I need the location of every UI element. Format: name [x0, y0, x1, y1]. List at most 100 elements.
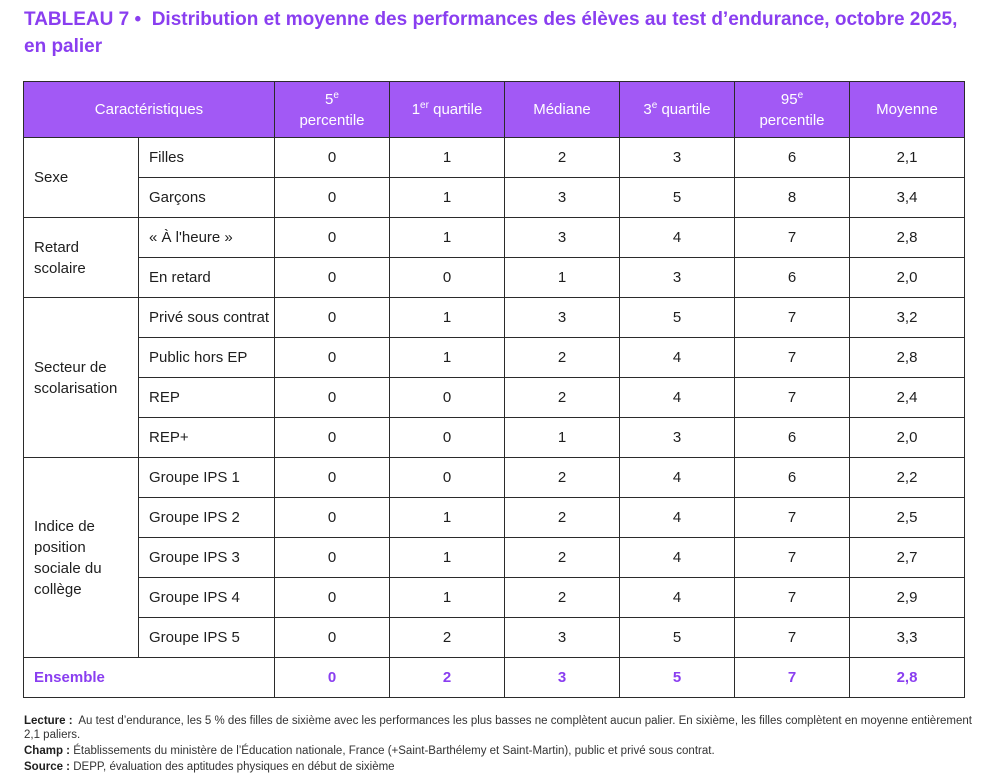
group-label: Secteur de scolarisation — [23, 297, 139, 458]
value-cell: 7 — [734, 217, 850, 258]
value-cell: 4 — [619, 337, 735, 378]
value-cell: 7 — [734, 537, 850, 578]
value-cell: 2,5 — [849, 497, 965, 538]
value-cell: 5 — [619, 297, 735, 338]
value-cell: 1 — [504, 417, 620, 458]
table-title-text: Distribution et moyenne des performances… — [24, 9, 958, 57]
value-cell: 2 — [504, 577, 620, 618]
table-row: Public hors EP 0 1 2 4 7 2,8 — [24, 337, 965, 378]
value-cell: 2 — [504, 137, 620, 178]
value-cell: 0 — [274, 137, 390, 178]
row-label: Groupe IPS 5 — [138, 617, 275, 658]
table-row: Groupe IPS 4 0 1 2 4 7 2,9 — [24, 577, 965, 618]
value-cell: 7 — [734, 577, 850, 618]
table-row: REP 0 0 2 4 7 2,4 — [24, 377, 965, 418]
value-cell: 3,4 — [849, 177, 965, 218]
value-cell: 2 — [504, 537, 620, 578]
value-cell: 0 — [274, 617, 390, 658]
value-cell: 3 — [619, 137, 735, 178]
value-cell: 1 — [389, 537, 505, 578]
header-q3: 3e quartile — [619, 81, 735, 138]
value-cell: 0 — [274, 537, 390, 578]
value-cell: 5 — [619, 617, 735, 658]
value-cell: 2,7 — [849, 537, 965, 578]
value-cell: 2 — [504, 377, 620, 418]
table-row: Garçons 0 1 3 5 8 3,4 — [24, 177, 965, 218]
header-p5: 5e percentile — [274, 81, 390, 138]
value-cell: 2,8 — [849, 337, 965, 378]
value-cell: 6 — [734, 457, 850, 498]
table-row: Secteur de scolarisation Privé sous contr… — [23, 297, 965, 458]
row-label: Groupe IPS 2 — [138, 497, 275, 538]
performance-table: Caractéristiques 5e percentile 1er quarti… — [23, 81, 965, 698]
row-label: « À l'heure » — [138, 217, 275, 258]
value-cell: 2 — [504, 337, 620, 378]
total-value-cell: 2,8 — [849, 657, 965, 698]
value-cell: 1 — [389, 217, 505, 258]
value-cell: 3 — [619, 417, 735, 458]
value-cell: 0 — [389, 257, 505, 298]
value-cell: 4 — [619, 497, 735, 538]
value-cell: 0 — [274, 297, 390, 338]
table-title: TABLEAU 7 • Distribution et moyenne des … — [24, 6, 974, 60]
total-label: Ensemble — [23, 657, 275, 698]
total-row: Ensemble 0 2 3 5 7 2,8 — [23, 657, 965, 698]
value-cell: 1 — [389, 337, 505, 378]
value-cell: 3 — [504, 297, 620, 338]
group-label: Indice de position sociale du collège — [23, 457, 139, 658]
group-label: Retard scolaire — [23, 217, 139, 298]
total-value-cell: 5 — [619, 657, 735, 698]
value-cell: 0 — [274, 177, 390, 218]
value-cell: 0 — [274, 457, 390, 498]
row-label: REP — [138, 377, 275, 418]
value-cell: 2,8 — [849, 217, 965, 258]
value-cell: 2 — [504, 497, 620, 538]
value-cell: 2 — [389, 617, 505, 658]
value-cell: 0 — [274, 377, 390, 418]
table-number: TABLEAU 7 • — [24, 9, 142, 30]
value-cell: 7 — [734, 337, 850, 378]
table-body: Sexe Filles 0 1 2 3 6 2,1 Garçons 0 1 3 5 8 3,4 Retard … — [23, 137, 965, 698]
table-row: En retard 0 0 1 3 6 2,0 — [24, 257, 965, 298]
row-label: Privé sous contrat — [138, 297, 275, 338]
note-lecture: Lecture : Au test d’endurance, les 5 % d… — [24, 715, 972, 741]
value-cell: 3 — [504, 617, 620, 658]
group-label: Sexe — [23, 137, 139, 218]
value-cell: 3 — [504, 217, 620, 258]
header-median: Médiane — [504, 81, 620, 138]
value-cell: 2,2 — [849, 457, 965, 498]
value-cell: 6 — [734, 417, 850, 458]
value-cell: 2,0 — [849, 417, 965, 458]
value-cell: 2,4 — [849, 377, 965, 418]
value-cell: 0 — [274, 497, 390, 538]
table-header: Caractéristiques 5e percentile 1er quarti… — [23, 81, 965, 138]
value-cell: 4 — [619, 377, 735, 418]
value-cell: 7 — [734, 497, 850, 538]
row-label: Groupe IPS 1 — [138, 457, 275, 498]
table-row: REP+ 0 0 1 3 6 2,0 — [24, 417, 965, 458]
header-q1: 1er quartile — [389, 81, 505, 138]
value-cell: 0 — [389, 457, 505, 498]
row-label: Groupe IPS 3 — [138, 537, 275, 578]
note-source: Source : DEPP, évaluation des aptitudes … — [24, 761, 395, 773]
row-label: Garçons — [138, 177, 275, 218]
table-row: Retard scolaire « À l'heure » 0 1 3 4 7 2,8 — [23, 217, 965, 298]
value-cell: 0 — [274, 577, 390, 618]
row-label: REP+ — [138, 417, 275, 458]
value-cell: 7 — [734, 297, 850, 338]
table-row: Groupe IPS 3 0 1 2 4 7 2,7 — [24, 537, 965, 578]
value-cell: 0 — [274, 217, 390, 258]
value-cell: 6 — [734, 257, 850, 298]
header-mean: Moyenne — [849, 81, 965, 138]
value-cell: 4 — [619, 457, 735, 498]
value-cell: 1 — [389, 497, 505, 538]
table-row: Groupe IPS 2 0 1 2 4 7 2,5 — [24, 497, 965, 538]
note-champ: Champ : Établissements du ministère de l… — [24, 745, 715, 757]
value-cell: 0 — [274, 257, 390, 298]
row-label: Public hors EP — [138, 337, 275, 378]
value-cell: 0 — [274, 337, 390, 378]
value-cell: 4 — [619, 577, 735, 618]
value-cell: 0 — [389, 377, 505, 418]
value-cell: 1 — [389, 577, 505, 618]
value-cell: 1 — [389, 177, 505, 218]
